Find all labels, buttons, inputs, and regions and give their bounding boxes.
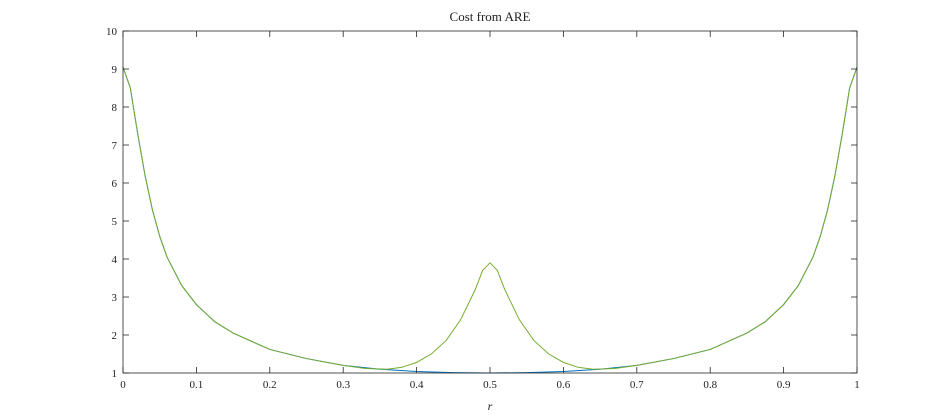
chart-title: Cost from ARE bbox=[450, 9, 531, 24]
y-tick-label: 6 bbox=[112, 178, 118, 190]
x-tick-label: 0.4 bbox=[410, 379, 424, 391]
y-tick-label: 2 bbox=[112, 330, 118, 342]
plot-frame bbox=[122, 30, 858, 374]
x-tick-label: 1 bbox=[854, 379, 860, 391]
series-line-2 bbox=[122, 66, 858, 370]
y-tick-label: 9 bbox=[112, 64, 118, 76]
x-tick-label: 0.5 bbox=[483, 379, 497, 391]
x-tick-label: 0.3 bbox=[336, 379, 350, 391]
x-tick-label: 0.8 bbox=[703, 379, 717, 391]
x-tick-label: 0.1 bbox=[190, 379, 204, 391]
y-tick-label: 4 bbox=[112, 254, 118, 266]
ticks-layer: 0 0.1 0.2 0.3 0.4 0.5 0.6 0.7 0.8 0.9 1 1 2 3 4 5 6 7 8 9 10 bbox=[106, 26, 860, 391]
y-tick-label: 7 bbox=[112, 140, 118, 152]
x-tick-label: 0.9 bbox=[777, 379, 791, 391]
y-tick-label: 10 bbox=[106, 26, 118, 38]
x-tick-label: 0.7 bbox=[630, 379, 644, 391]
y-tick-label: 5 bbox=[112, 216, 118, 228]
x-tick-label: 0 bbox=[120, 379, 126, 391]
y-tick-label: 3 bbox=[112, 292, 118, 304]
series-layer bbox=[122, 66, 858, 374]
x-axis-label: r bbox=[488, 399, 493, 413]
series-line-1 bbox=[122, 66, 858, 374]
y-tick-label: 1 bbox=[112, 368, 118, 380]
y-tick-label: 8 bbox=[112, 102, 118, 114]
x-tick-label: 0.2 bbox=[263, 379, 277, 391]
x-tick-label: 0.6 bbox=[557, 379, 571, 391]
